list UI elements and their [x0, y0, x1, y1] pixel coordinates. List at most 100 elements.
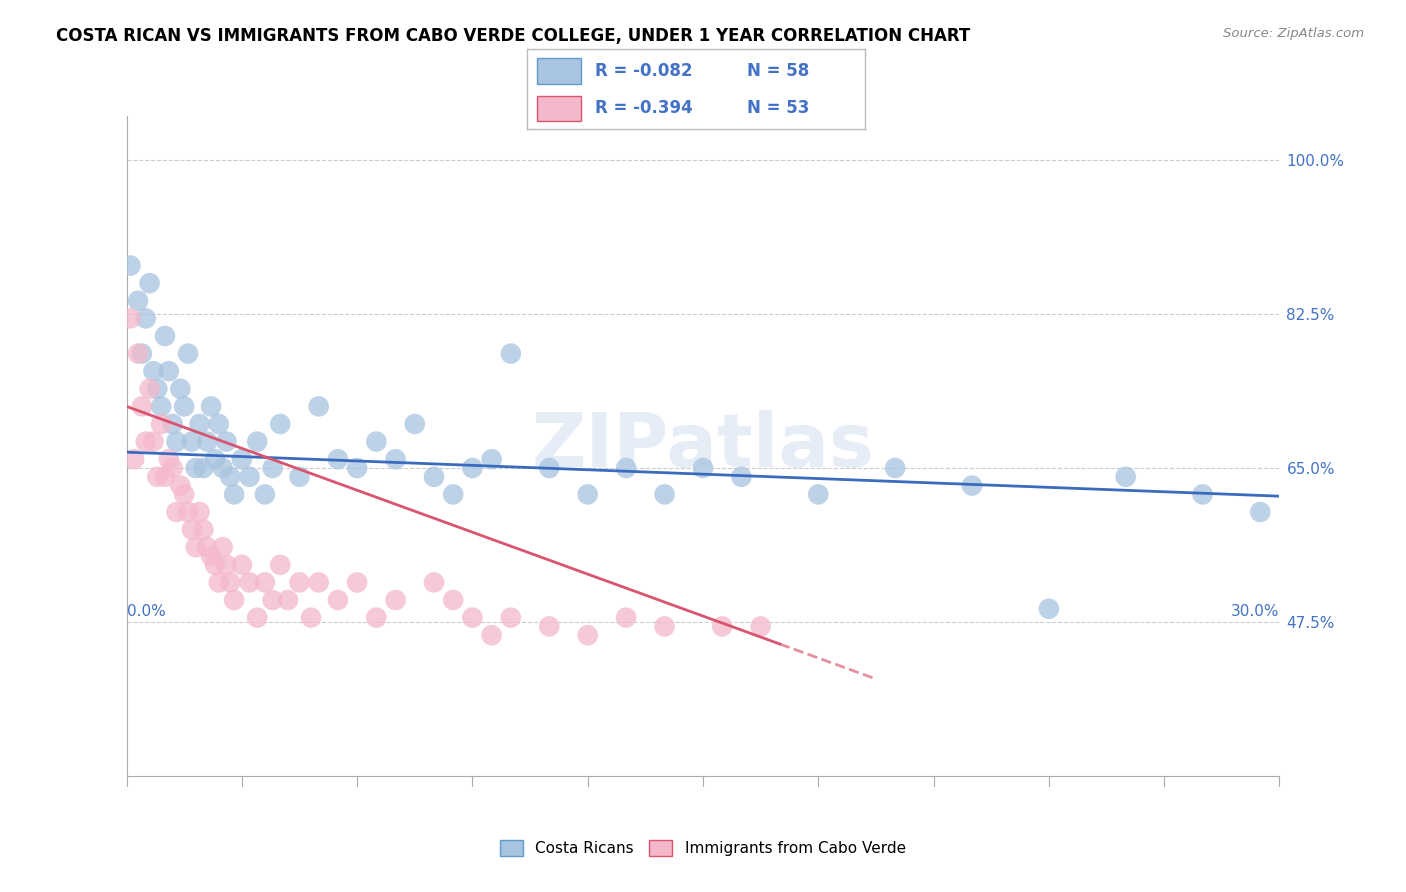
Point — [131, 400, 153, 414]
Point — [346, 461, 368, 475]
Point — [231, 558, 253, 572]
Point — [142, 434, 165, 449]
Point — [308, 575, 330, 590]
Point — [461, 610, 484, 624]
Text: ZIPatlas: ZIPatlas — [531, 409, 875, 483]
Point — [654, 619, 676, 633]
Point — [142, 364, 165, 378]
Point — [177, 346, 200, 360]
Point — [366, 434, 388, 449]
Point — [135, 434, 157, 449]
Text: Source: ZipAtlas.com: Source: ZipAtlas.com — [1223, 27, 1364, 40]
Point — [576, 487, 599, 501]
Point — [135, 311, 157, 326]
Point — [1249, 505, 1271, 519]
Text: COSTA RICAN VS IMMIGRANTS FROM CABO VERDE COLLEGE, UNDER 1 YEAR CORRELATION CHAR: COSTA RICAN VS IMMIGRANTS FROM CABO VERD… — [56, 27, 970, 45]
Point — [146, 470, 169, 484]
Point — [262, 593, 284, 607]
Point — [204, 452, 226, 467]
Point — [120, 259, 142, 273]
Point — [153, 329, 176, 343]
Point — [180, 523, 202, 537]
Point — [184, 540, 207, 554]
Point — [127, 293, 149, 308]
Point — [169, 478, 191, 492]
Point — [173, 487, 195, 501]
Point — [193, 461, 215, 475]
Text: 0.0%: 0.0% — [127, 605, 166, 619]
Point — [404, 417, 426, 431]
Point — [499, 346, 522, 360]
Point — [153, 470, 176, 484]
Point — [120, 311, 142, 326]
Point — [208, 575, 231, 590]
Point — [366, 610, 388, 624]
Bar — [537, 58, 581, 84]
Point — [215, 434, 238, 449]
Point — [269, 558, 291, 572]
Point — [150, 400, 173, 414]
Text: R = -0.394: R = -0.394 — [595, 99, 693, 117]
Point — [253, 487, 276, 501]
Point — [219, 575, 242, 590]
Point — [384, 452, 406, 467]
Point — [308, 400, 330, 414]
Point — [173, 400, 195, 414]
Point — [711, 619, 734, 633]
Point — [188, 505, 211, 519]
Point — [481, 628, 503, 642]
Point — [538, 461, 561, 475]
Point — [200, 549, 222, 563]
Point — [614, 461, 637, 475]
Point — [299, 610, 322, 624]
Point — [423, 575, 446, 590]
Point — [749, 619, 772, 633]
Point — [807, 487, 830, 501]
Point — [538, 619, 561, 633]
Point — [157, 364, 180, 378]
Text: N = 53: N = 53 — [747, 99, 808, 117]
Point — [1115, 470, 1137, 484]
Point — [169, 382, 191, 396]
Point — [499, 610, 522, 624]
Point — [157, 452, 180, 467]
Point — [288, 575, 311, 590]
Point — [326, 593, 349, 607]
Point — [224, 593, 246, 607]
Point — [193, 523, 215, 537]
Point — [326, 452, 349, 467]
Point — [211, 540, 233, 554]
Point — [200, 400, 222, 414]
Point — [288, 470, 311, 484]
Point — [215, 558, 238, 572]
Point — [219, 470, 242, 484]
Point — [461, 461, 484, 475]
Text: R = -0.082: R = -0.082 — [595, 62, 692, 79]
Point — [166, 434, 188, 449]
Point — [654, 487, 676, 501]
Point — [224, 487, 246, 501]
Point — [195, 434, 218, 449]
Point — [730, 470, 752, 484]
Point — [138, 276, 160, 290]
Point — [481, 452, 503, 467]
Point — [246, 610, 269, 624]
Text: 30.0%: 30.0% — [1232, 605, 1279, 619]
Point — [277, 593, 299, 607]
Point — [262, 461, 284, 475]
Point — [211, 461, 233, 475]
Point — [127, 346, 149, 360]
Point — [692, 461, 714, 475]
Point — [576, 628, 599, 642]
Point — [131, 346, 153, 360]
Point — [204, 558, 226, 572]
Point — [238, 575, 260, 590]
Point — [441, 487, 464, 501]
Point — [188, 417, 211, 431]
Point — [184, 461, 207, 475]
Point — [122, 452, 145, 467]
Point — [138, 382, 160, 396]
Point — [246, 434, 269, 449]
Point — [1191, 487, 1213, 501]
Point — [177, 505, 200, 519]
